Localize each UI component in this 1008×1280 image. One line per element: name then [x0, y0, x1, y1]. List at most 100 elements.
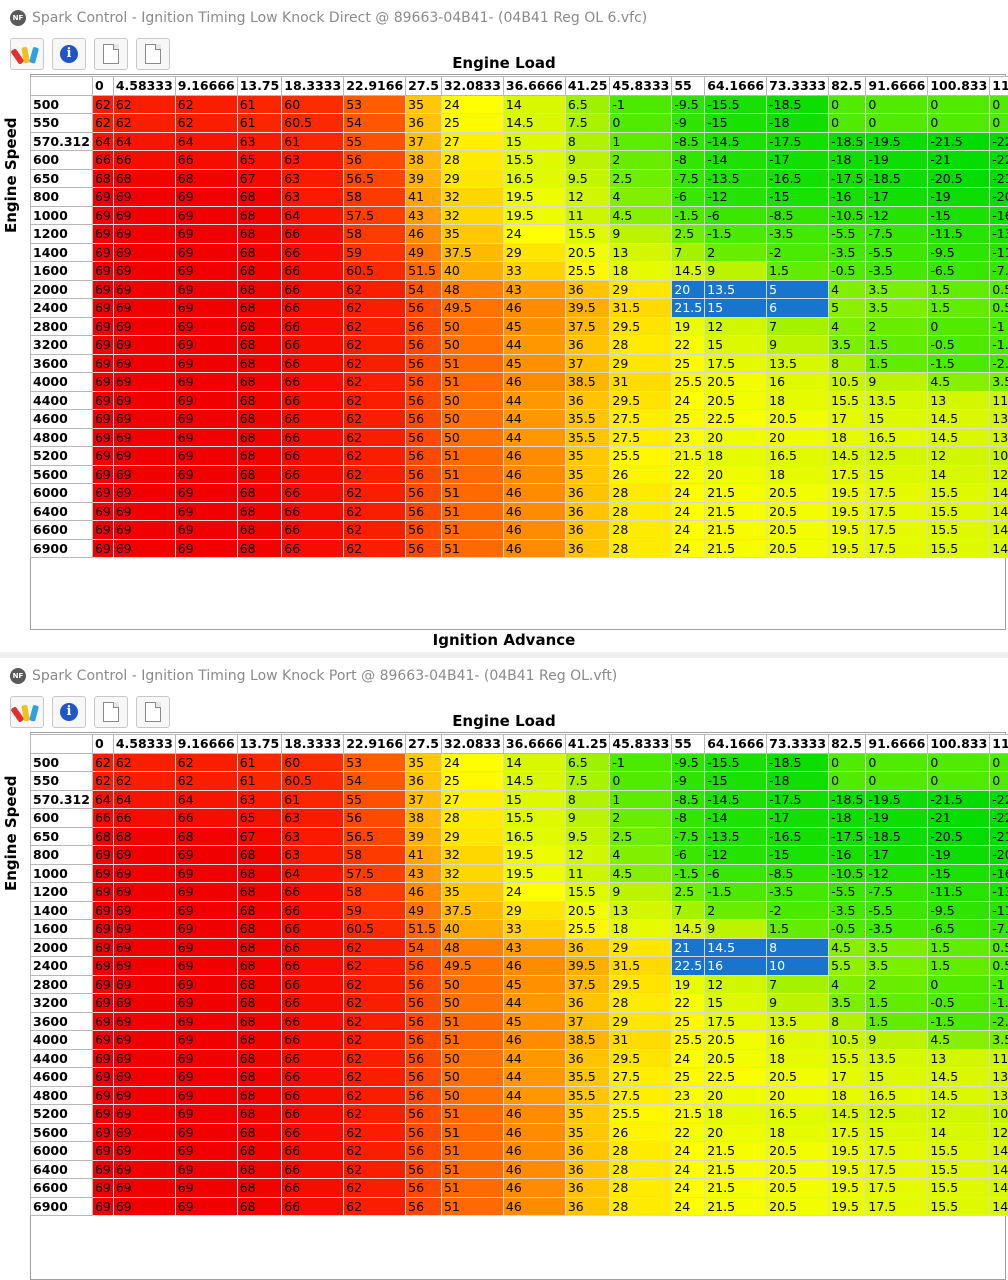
table-cell[interactable]: 58 [343, 845, 407, 865]
table-cell[interactable]: 50 [440, 316, 504, 336]
row-header[interactable]: 6600 [30, 520, 93, 540]
column-header[interactable]: 91.6666 [865, 76, 929, 96]
table-cell[interactable]: 66 [281, 1104, 345, 1124]
table-cell[interactable]: 68 [236, 1085, 283, 1105]
table-cell[interactable]: 24 [671, 1159, 706, 1179]
row-header[interactable]: 4800 [30, 427, 93, 447]
table-cell[interactable]: 32 [440, 205, 504, 225]
table-cell[interactable]: 21.5 [671, 1104, 706, 1124]
table-cell[interactable]: 2 [865, 316, 929, 336]
table-cell[interactable]: 61 [281, 789, 345, 809]
table-cell[interactable]: 8 [828, 353, 867, 373]
table-cell[interactable]: -3.5 [828, 242, 867, 262]
table-cell[interactable]: 69 [112, 427, 176, 447]
table-cell[interactable]: 66 [112, 808, 176, 828]
table-cell[interactable]: 46 [502, 372, 566, 392]
table-cell[interactable]: 69 [174, 900, 238, 920]
table-cell[interactable]: 20.5 [766, 1178, 830, 1198]
table-cell[interactable]: 69 [91, 242, 114, 262]
table-cell[interactable]: 9 [564, 150, 611, 170]
table-cell[interactable]: 24 [671, 1178, 706, 1198]
table-cell[interactable]: 64 [174, 131, 238, 151]
table-cell[interactable]: 56 [405, 1141, 442, 1161]
table-cell[interactable]: 22.5 [704, 409, 768, 429]
table-cell[interactable]: 69 [91, 390, 114, 410]
table-cell[interactable]: 29 [609, 353, 673, 373]
table-cell[interactable]: 66 [281, 464, 345, 484]
table-cell[interactable]: 69 [112, 372, 176, 392]
table-cell[interactable]: -7.5 [989, 919, 1008, 939]
table-cell[interactable]: 35.5 [564, 1067, 611, 1087]
table-cell[interactable]: 64 [112, 789, 176, 809]
table-cell[interactable]: 20 [704, 464, 768, 484]
table-cell[interactable]: -11 [989, 900, 1008, 920]
row-header[interactable]: 4600 [30, 409, 93, 429]
row-header[interactable]: 2400 [30, 956, 93, 976]
table-cell[interactable]: 15.5 [564, 224, 611, 244]
table-cell[interactable]: -3.5 [828, 900, 867, 920]
table-cell[interactable]: 19.5 [502, 863, 566, 883]
table-cell[interactable]: 13.5 [865, 390, 929, 410]
table-cell[interactable]: 0.5 [989, 937, 1008, 957]
table-cell[interactable]: 53 [343, 752, 407, 772]
table-cell[interactable]: 16 [704, 956, 768, 976]
table-cell[interactable]: 69 [174, 882, 238, 902]
table-cell[interactable]: 19.5 [502, 187, 566, 207]
table-cell[interactable]: 69 [112, 956, 176, 976]
table-cell[interactable]: 10.5 [989, 446, 1008, 466]
table-cell[interactable]: 68 [236, 993, 283, 1013]
table-cell[interactable]: 66 [281, 372, 345, 392]
table-cell[interactable]: 68 [236, 1048, 283, 1068]
table-cell[interactable]: 0 [989, 113, 1008, 133]
table-cell[interactable]: 1.5 [927, 279, 991, 299]
table-cell[interactable]: 39.5 [564, 298, 611, 318]
table-cell[interactable]: -6 [671, 845, 706, 865]
table-cell[interactable]: 28 [609, 1196, 673, 1216]
table-cell[interactable]: 20 [671, 279, 706, 299]
table-cell[interactable]: 1.5 [865, 335, 929, 355]
row-header[interactable]: 2400 [30, 298, 93, 318]
table-cell[interactable]: 32 [440, 863, 504, 883]
table-cell[interactable]: 15 [704, 993, 768, 1013]
table-cell[interactable]: -6.5 [927, 261, 991, 281]
table-cell[interactable]: 46 [502, 1196, 566, 1216]
table-cell[interactable]: 62 [343, 372, 407, 392]
table-cell[interactable]: -14 [704, 808, 768, 828]
table-cell[interactable]: 20.5 [564, 242, 611, 262]
table-cell[interactable]: 13.5 [766, 1011, 830, 1031]
table-cell[interactable]: 51 [440, 1030, 504, 1050]
table-cell[interactable]: 26 [609, 464, 673, 484]
table-cell[interactable]: 11 [564, 863, 611, 883]
table-cell[interactable]: 7.5 [564, 771, 611, 791]
table-cell[interactable]: 28 [609, 993, 673, 1013]
table-cell[interactable]: 69 [174, 1048, 238, 1068]
table-cell[interactable]: 20 [704, 427, 768, 447]
table-cell[interactable]: 16 [766, 372, 830, 392]
table-cell[interactable]: 44 [502, 427, 566, 447]
table-cell[interactable]: 56 [405, 390, 442, 410]
table-cell[interactable]: 25 [671, 1067, 706, 1087]
table-cell[interactable]: 14.5 [989, 1141, 1008, 1161]
table-cell[interactable]: 17.5 [865, 1178, 929, 1198]
table-cell[interactable]: -11.5 [927, 882, 991, 902]
table-cell[interactable]: 36 [405, 771, 442, 791]
table-cell[interactable]: 56 [405, 298, 442, 318]
table-cell[interactable]: 29.5 [609, 390, 673, 410]
table-cell[interactable]: 4.5 [927, 372, 991, 392]
table-cell[interactable]: 36 [564, 1196, 611, 1216]
table-cell[interactable]: 60.5 [343, 261, 407, 281]
table-cell[interactable]: 39.5 [564, 956, 611, 976]
column-header[interactable]: 45.8333 [609, 734, 673, 754]
table-cell[interactable]: 29 [440, 168, 504, 188]
table-cell[interactable]: 50 [440, 335, 504, 355]
table-cell[interactable]: 9.5 [564, 168, 611, 188]
table-cell[interactable]: 66 [281, 1030, 345, 1050]
table-cell[interactable]: 20 [704, 1122, 768, 1142]
column-header[interactable]: 55 [671, 734, 706, 754]
table-cell[interactable]: 13 [989, 1067, 1008, 1087]
table-cell[interactable]: 68 [236, 882, 283, 902]
row-header[interactable]: 1200 [30, 882, 93, 902]
table-cell[interactable]: 15 [865, 409, 929, 429]
table-cell[interactable]: 68 [236, 261, 283, 281]
table-cell[interactable]: 46 [502, 538, 566, 558]
